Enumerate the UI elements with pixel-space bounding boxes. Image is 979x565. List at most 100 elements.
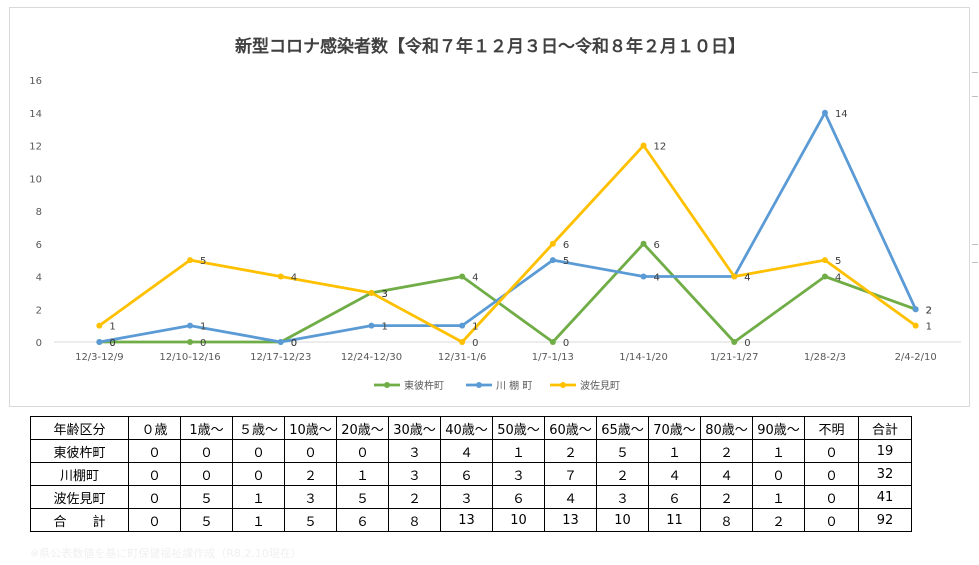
data-point xyxy=(821,257,828,264)
chart-title: 新型コロナ感染者数【令和７年１２月３日～令和８年２月１０日】 xyxy=(235,36,745,57)
line-chart: 新型コロナ感染者数【令和７年１２月３日～令和８年２月１０日】 024681012… xyxy=(29,36,961,392)
table-cell: ６ xyxy=(440,462,493,486)
data-label: 14 xyxy=(835,109,848,120)
table-cell: ５ xyxy=(180,508,233,532)
chart-panel: 新型コロナ感染者数【令和７年１２月３日～令和８年２月１０日】 0 2 4 6 8 10 12… xyxy=(9,7,970,407)
table-cell: ０ xyxy=(804,485,859,509)
data-point xyxy=(549,339,556,345)
data-point xyxy=(640,273,647,280)
data-label: 6 xyxy=(563,240,569,251)
data-point xyxy=(549,240,556,247)
table-row: 川棚町 ０ ０ ０ ２ １ ３ ６ ３ ７ ２ ４ ４ ０ ０ 32 xyxy=(30,462,912,486)
y-tick-label: 8 xyxy=(36,207,42,218)
y-tick-label: 10 xyxy=(29,174,42,185)
table-header-cell: 65歳～ xyxy=(596,416,649,440)
table-cell: ５ xyxy=(336,485,389,509)
series-line xyxy=(97,242,918,344)
data-point xyxy=(96,339,103,345)
x-tick-label: 12/17-12/23 xyxy=(250,352,311,363)
data-label: 5 xyxy=(835,256,841,267)
data-label: 0 xyxy=(109,338,115,349)
row-label: 合 計 xyxy=(30,508,129,532)
legend-marker xyxy=(384,382,390,388)
data-label: 0 xyxy=(291,338,297,349)
legend: 東彼杵町 川 棚 町 波佐見町 xyxy=(374,379,620,392)
edge-gridline xyxy=(972,244,978,245)
data-label: 4 xyxy=(472,273,478,284)
age-breakdown-table: 年齢区分 ０歳 1歳～ ５歳～ 10歳～ 20歳～ 30歳～ 40歳～ 50歳～ 60歳～ 65歳～… xyxy=(30,416,912,532)
table-cell: ０ xyxy=(128,508,181,532)
x-tick-label: 1/21-1/27 xyxy=(710,352,759,363)
table-row: 合 計 ０ ５ １ ５ ６ ８ 13 10 13 10 11 ８ ２ ０ 92 xyxy=(30,508,912,532)
x-tick-label: 12/31-1/6 xyxy=(438,352,487,363)
data-point xyxy=(277,339,284,345)
y-tick-label: 2 xyxy=(36,305,42,316)
x-tick-label: 2/4-2/10 xyxy=(895,352,937,363)
row-label: 波佐見町 xyxy=(30,485,129,509)
table-cell: １ xyxy=(752,439,805,463)
table-cell: ４ xyxy=(544,485,597,509)
data-point xyxy=(821,273,828,280)
table-cell: ０ xyxy=(232,462,285,486)
table-cell: ６ xyxy=(648,485,701,509)
table-cell: ０ xyxy=(804,462,859,486)
table-header-cell: 60歳～ xyxy=(544,416,597,440)
edge-gridline xyxy=(972,72,978,73)
table-header-cell: 90歳～ xyxy=(752,416,805,440)
table-cell: ６ xyxy=(336,508,389,532)
data-point xyxy=(187,257,194,264)
table-header-cell: 50歳～ xyxy=(492,416,545,440)
table-cell: １ xyxy=(648,439,701,463)
data-point xyxy=(640,240,647,247)
data-point xyxy=(821,109,828,116)
table-cell: ５ xyxy=(180,485,233,509)
table-header-cell: 80歳～ xyxy=(700,416,753,440)
table-cell: ４ xyxy=(648,462,701,486)
data-point xyxy=(912,306,919,313)
data-label: 4 xyxy=(654,273,660,284)
x-tick-label: 1/7-1/13 xyxy=(532,352,574,363)
table-cell: ０ xyxy=(180,462,233,486)
table-cell: ７ xyxy=(544,462,597,486)
table-cell: ０ xyxy=(180,439,233,463)
data-point xyxy=(912,322,919,329)
table-cell: １ xyxy=(232,508,285,532)
x-tick-label: 1/28-2/3 xyxy=(804,352,846,363)
table-cell: 41 xyxy=(858,485,912,509)
table-header-cell: ５歳～ xyxy=(232,416,285,440)
data-label: 0 xyxy=(563,338,569,349)
legend-label: 東彼杵町 xyxy=(404,379,444,392)
data-point xyxy=(549,257,556,264)
table-cell: ２ xyxy=(388,485,441,509)
data-label: 1 xyxy=(200,322,206,333)
data-label: 0 xyxy=(109,338,115,349)
table-header-cell: 不明 xyxy=(804,416,859,440)
x-tick-label: 1/14-1/20 xyxy=(619,352,668,363)
x-tick-label: 12/3-12/9 xyxy=(75,352,124,363)
table-cell: ０ xyxy=(752,462,805,486)
table-cell: ５ xyxy=(596,439,649,463)
table-cell: ６ xyxy=(492,485,545,509)
table-cell: ２ xyxy=(596,462,649,486)
table-header-cell: 合計 xyxy=(858,416,912,440)
table-cell: １ xyxy=(336,462,389,486)
table-cell: 13 xyxy=(440,508,493,532)
table-cell: １ xyxy=(752,485,805,509)
table-cell: ２ xyxy=(544,439,597,463)
table-cell: 10 xyxy=(596,508,649,532)
row-label: 東彼杵町 xyxy=(30,439,129,463)
edge-gridline xyxy=(972,262,978,263)
table-cell: ０ xyxy=(804,439,859,463)
data-label: 4 xyxy=(744,273,750,284)
table-cell: ２ xyxy=(700,485,753,509)
table-cell: ４ xyxy=(440,439,493,463)
data-label: 1 xyxy=(472,322,478,333)
data-point xyxy=(731,339,738,345)
table-cell: １ xyxy=(232,485,285,509)
data-point xyxy=(459,339,466,345)
table-cell: ４ xyxy=(700,462,753,486)
table-header-cell: 70歳～ xyxy=(648,416,701,440)
table-header-cell: 10歳～ xyxy=(284,416,337,440)
data-label: 5 xyxy=(200,256,206,267)
